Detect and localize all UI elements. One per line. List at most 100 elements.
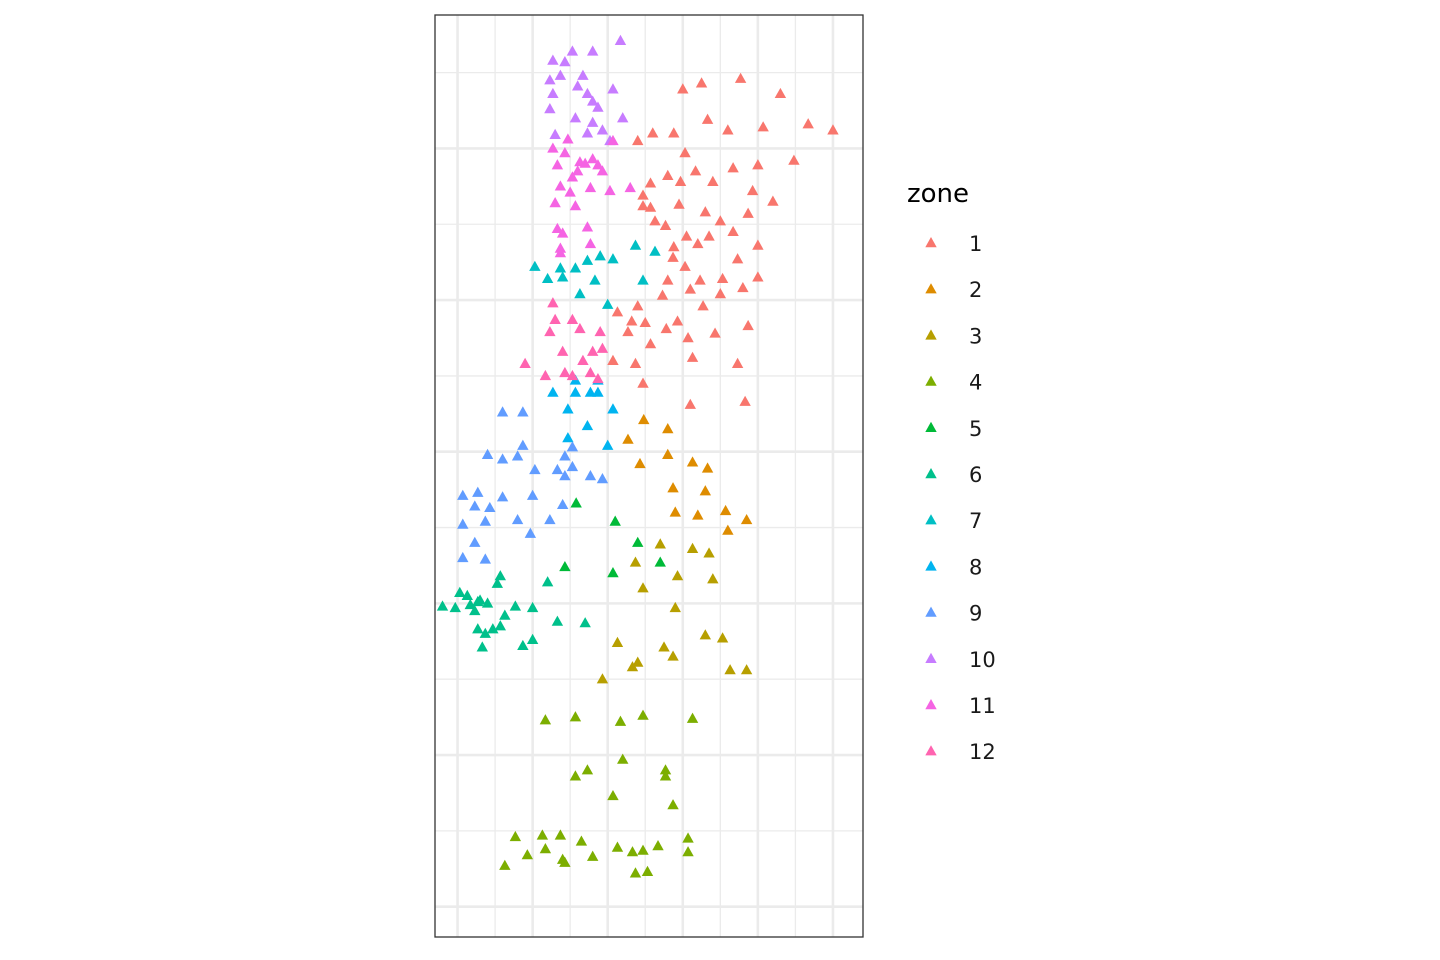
data-point [547, 386, 559, 397]
data-point [668, 241, 680, 252]
plot-panel-border [434, 14, 864, 938]
data-point [526, 601, 539, 613]
data-point [569, 386, 582, 397]
data-point [476, 641, 489, 652]
data-point [731, 253, 744, 264]
data-point [699, 206, 712, 217]
legend-label: 8 [969, 555, 982, 579]
data-point [604, 184, 616, 196]
legend-label: 7 [969, 509, 982, 533]
data-point [496, 453, 509, 464]
data-point [617, 112, 629, 123]
data-point [716, 272, 729, 284]
data-point [544, 513, 556, 525]
data-point [436, 600, 449, 611]
data-point [626, 661, 639, 672]
data-point [509, 830, 522, 842]
legend-entry-zone-2: 2 [925, 278, 982, 302]
legend-entry-zone-4: 4 [925, 371, 982, 395]
data-point [581, 221, 594, 232]
data-point [671, 315, 684, 326]
data-point [579, 617, 591, 628]
data-point [469, 604, 481, 616]
data-point [637, 377, 649, 388]
data-point [739, 395, 751, 406]
data-point [697, 300, 709, 311]
legend-label: 1 [969, 232, 982, 256]
data-point [742, 319, 754, 331]
data-point [637, 189, 649, 200]
data-point [559, 470, 571, 481]
data-point [662, 422, 674, 434]
data-point [827, 124, 839, 135]
data-point [629, 357, 642, 368]
data-point [682, 832, 694, 843]
legend-label: 6 [969, 463, 982, 487]
data-point [701, 113, 714, 124]
data-point [494, 570, 507, 581]
data-point [757, 121, 769, 132]
data-point [740, 513, 753, 525]
data-point [511, 450, 524, 461]
data-point [581, 87, 594, 99]
legend-title: zone [907, 179, 969, 209]
series-zone-6 [436, 570, 591, 652]
legend-label: 5 [969, 417, 982, 441]
data-point [682, 332, 694, 343]
data-point [596, 124, 609, 135]
legend-entry-zone-11: 11 [925, 694, 996, 718]
data-point [457, 489, 469, 500]
data-point [632, 300, 644, 311]
data-point [554, 180, 567, 191]
data-point [634, 457, 646, 469]
legend-entry-zone-9: 9 [925, 602, 982, 626]
legend-entry-zone-6: 6 [925, 463, 982, 487]
data-point [509, 600, 522, 611]
data-point [586, 116, 599, 127]
data-point [592, 101, 604, 112]
legend-label: 2 [969, 278, 982, 302]
data-point [644, 338, 657, 349]
series-zone-3 [596, 538, 753, 684]
data-point [566, 45, 579, 56]
series-zone-11 [547, 133, 636, 258]
data-point [481, 448, 494, 459]
series-zone-1 [607, 72, 839, 409]
data-point [586, 850, 599, 861]
data-points [436, 34, 839, 878]
data-point [714, 215, 727, 226]
data-point [699, 629, 712, 640]
data-point [547, 142, 559, 153]
data-point [626, 315, 638, 326]
data-point [539, 843, 552, 854]
data-point [682, 846, 694, 857]
data-point [575, 835, 588, 846]
data-point [662, 169, 674, 180]
legend-key-triangle [925, 560, 937, 571]
data-point [727, 162, 739, 173]
data-point [479, 627, 492, 638]
legend-entry-zone-8: 8 [925, 555, 982, 579]
legend-entry-zone-3: 3 [925, 324, 982, 348]
data-point [611, 636, 624, 648]
data-point [673, 198, 685, 209]
data-point [547, 54, 559, 65]
data-point [457, 551, 469, 563]
data-point [577, 69, 589, 80]
data-point [626, 846, 639, 857]
data-point [571, 165, 584, 176]
data-point [639, 316, 651, 328]
data-point [767, 195, 779, 206]
data-point [581, 764, 594, 775]
legend-key-triangle [925, 699, 937, 710]
data-point [607, 789, 619, 801]
data-point [649, 245, 661, 256]
data-point [559, 856, 571, 867]
data-point [549, 128, 561, 139]
legend-entry-zone-7: 7 [925, 509, 982, 533]
data-point [594, 325, 606, 337]
data-point [652, 840, 664, 851]
data-point [496, 406, 509, 417]
data-point [692, 237, 704, 249]
data-point [551, 463, 564, 475]
